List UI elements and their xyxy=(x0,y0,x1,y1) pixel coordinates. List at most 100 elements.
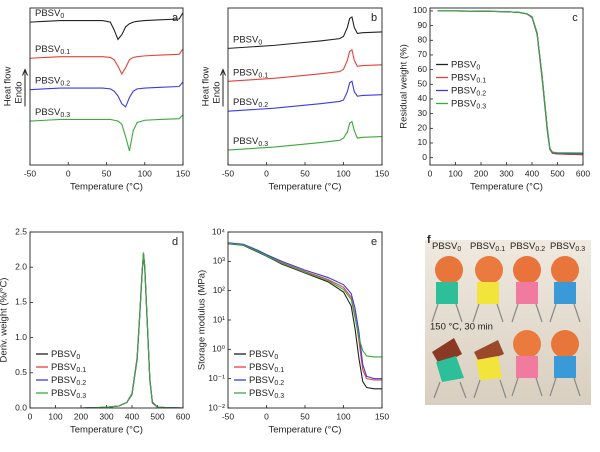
plot-frame xyxy=(227,231,383,409)
photo-panel: f 150 °C, 30 min xyxy=(425,234,591,405)
curve-label: PBSV0.3 xyxy=(35,107,70,120)
label-name: PBSV xyxy=(432,241,458,252)
legend-label: PBSV0.1 xyxy=(51,362,86,375)
chart-panel: -50 0 50 100 150 Temperature (°C) Heat flow End… xyxy=(3,7,190,193)
series-line xyxy=(228,48,382,82)
series-line xyxy=(228,120,382,151)
x-tick-label: 200 xyxy=(474,168,488,178)
label-name: PBSV xyxy=(233,136,259,147)
x-tick-label: 150 xyxy=(176,168,190,178)
y-tick-label: 2.5 xyxy=(15,226,27,236)
y-axis-label: Storage modulus (MPa) xyxy=(197,270,208,370)
x-tick-label: 400 xyxy=(525,168,539,178)
series-line xyxy=(30,12,183,41)
plot-frame xyxy=(429,7,584,166)
chart-panel: -50 0 50 100 150 10⁻² 10⁻¹ 10⁰ 10¹ 10² 10³ 10⁴ Tempe… xyxy=(197,226,390,435)
label-subscript: 0.1 xyxy=(476,78,486,85)
x-axis-label: Temperature (°C) xyxy=(70,425,143,436)
y-tick-label: 50 xyxy=(418,79,428,89)
clip xyxy=(436,356,464,382)
y-axis-label: Deriv. weight (%/°C) xyxy=(0,278,10,363)
x-tick-label: 0 xyxy=(264,168,269,178)
y-tick-label: 10⁻² xyxy=(208,402,225,412)
disc xyxy=(435,256,463,284)
legend-label: PBSV0.3 xyxy=(451,98,486,111)
label-name: PBSV xyxy=(233,34,259,45)
label-name: PBSV xyxy=(510,241,536,252)
y-tick-label: 20 xyxy=(418,123,428,133)
series-line xyxy=(30,48,183,76)
y-tick-label: 2.0 xyxy=(15,261,27,271)
y-tick-label: 1.5 xyxy=(15,297,27,307)
clip xyxy=(516,356,538,378)
disc xyxy=(551,256,579,284)
plot-frame xyxy=(29,7,184,166)
disc xyxy=(513,330,541,358)
label-subscript: 0.3 xyxy=(60,112,70,119)
panel-label: f xyxy=(427,234,431,246)
label-name: PBSV xyxy=(51,388,77,399)
label-name: PBSV xyxy=(550,241,576,252)
label-name: PBSV xyxy=(451,98,477,109)
x-tick-label: 100 xyxy=(448,168,462,178)
x-tick-label: -50 xyxy=(24,168,37,178)
y-axis-label: Heat flow xyxy=(201,67,212,107)
label-subscript: 0 xyxy=(76,354,80,361)
x-tick-label: 300 xyxy=(99,411,113,421)
label-name: PBSV xyxy=(470,241,496,252)
y-tick-label: 10⁰ xyxy=(212,344,225,354)
label-subscript: 0 xyxy=(60,13,64,20)
label-name: PBSV xyxy=(233,67,259,78)
x-tick-label: 100 xyxy=(48,411,62,421)
legend-label: PBSV0.1 xyxy=(249,362,284,375)
chart-panel: -50 0 50 100 150 Temperature (°C) Heat flow End… xyxy=(201,7,389,193)
label-subscript: 0.2 xyxy=(60,81,70,88)
photo-caption: 150 °C, 30 min xyxy=(430,322,493,333)
y-arrow-label: Endo xyxy=(14,81,25,103)
disc-deformed xyxy=(474,340,504,364)
y-tick-label: 10⁴ xyxy=(212,226,225,236)
label-name: PBSV xyxy=(249,349,275,360)
y-tick-label: 1.0 xyxy=(15,332,27,342)
label-subscript: 0.3 xyxy=(575,246,585,253)
x-tick-label: 300 xyxy=(499,168,513,178)
disc xyxy=(551,330,579,358)
y-tick-label: 60 xyxy=(418,64,428,74)
label-subscript: 0.1 xyxy=(76,367,86,374)
x-tick-label: 0 xyxy=(264,411,269,421)
label-name: PBSV xyxy=(451,85,477,96)
chart-panel: 0 100 200 300 400 500 600 0.0 0.5 1.0 1.5 2.0 2.5 Tem… xyxy=(0,226,190,435)
label-subscript: 0 xyxy=(274,354,278,361)
label-name: PBSV xyxy=(35,107,61,118)
x-tick-label: 50 xyxy=(102,168,112,178)
label-name: PBSV xyxy=(35,75,61,86)
series-line xyxy=(228,242,382,358)
label-subscript: 0.2 xyxy=(535,246,545,253)
legend-label: PBSV0.2 xyxy=(451,85,486,98)
y-tick-label: 0.5 xyxy=(15,367,27,377)
series-line xyxy=(30,81,183,108)
label-name: PBSV xyxy=(51,362,77,373)
curve-label: PBSV0.2 xyxy=(35,75,70,88)
legend-label: PBSV0.2 xyxy=(249,375,284,388)
clip xyxy=(554,356,576,378)
y-tick-label: 0.0 xyxy=(15,402,27,412)
clip xyxy=(476,356,502,380)
label-subscript: 0.3 xyxy=(76,393,86,400)
photo-label: PBSV0.1 xyxy=(470,241,505,254)
y-tick-label: 10³ xyxy=(213,256,225,266)
series-line xyxy=(437,10,583,154)
curve-label: PBSV0.3 xyxy=(233,136,268,149)
y-axis-label: Heat flow xyxy=(3,67,14,107)
y-tick-label: 70 xyxy=(418,49,428,59)
plot-frame xyxy=(227,7,383,166)
label-subscript: 0.3 xyxy=(258,141,268,148)
curve-label: PBSV0 xyxy=(233,34,262,47)
photo-label: PBSV0.3 xyxy=(550,241,585,254)
y-tick-label: 0 xyxy=(422,152,427,162)
legend-label: PBSV0 xyxy=(51,349,80,362)
y-tick-label: 10² xyxy=(213,285,225,295)
label-name: PBSV xyxy=(249,362,275,373)
x-axis-label: Temperature (°C) xyxy=(70,182,143,193)
label-name: PBSV xyxy=(451,72,477,83)
